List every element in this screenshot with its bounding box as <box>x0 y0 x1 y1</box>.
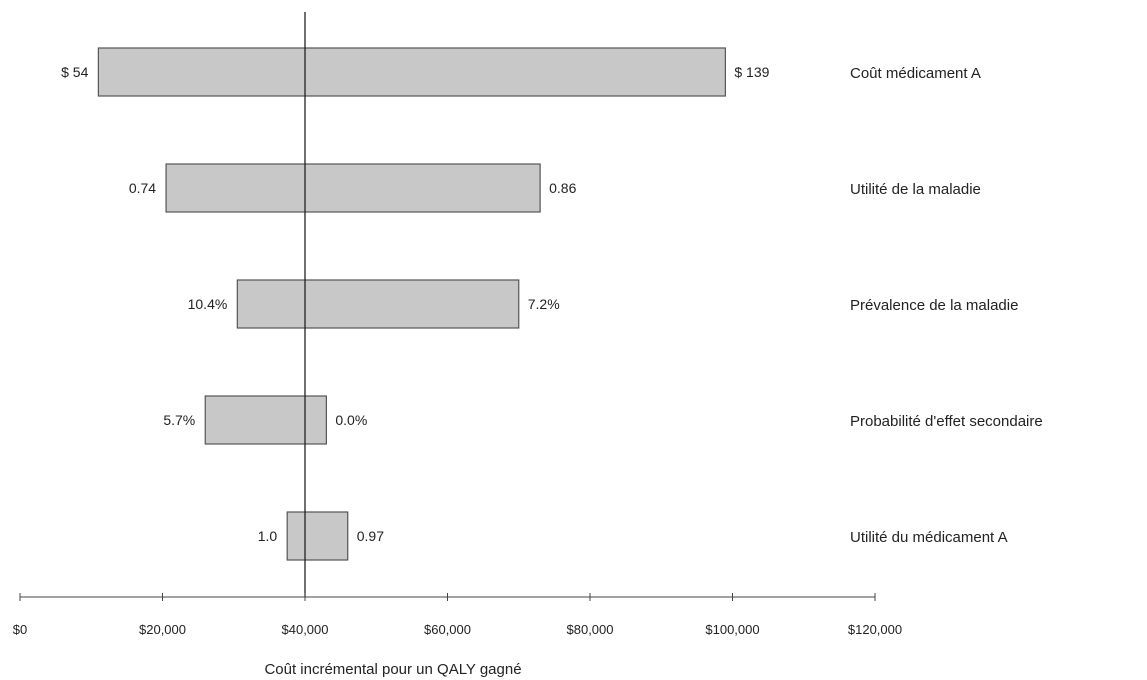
bar-low-label: 5.7% <box>163 412 195 428</box>
bar-high-label: 0.86 <box>549 180 576 196</box>
bar <box>204 395 327 445</box>
bar <box>286 511 349 561</box>
bar-high-label: $ 139 <box>734 64 769 80</box>
category-labels: Coût médicament A Utilité de la maladie Pr… <box>850 65 1043 546</box>
x-tick-label: $120,000 <box>848 622 902 637</box>
x-axis-ticks: $0 $20,000 $40,000 $60,000 $80,000 $100,000 $1… <box>13 593 902 637</box>
bar <box>97 47 726 97</box>
x-tick-label: $80,000 <box>567 622 614 637</box>
category-label: Utilité du médicament A <box>850 529 1008 546</box>
bar-high-label: 7.2% <box>528 296 560 312</box>
category-label: Prévalence de la maladie <box>850 297 1018 314</box>
x-tick-label: $0 <box>13 622 27 637</box>
bar-labels: $ 54 $ 139 0.74 0.86 10.4% 7.2% 5.7% 0.0% 1.0 0.9… <box>61 64 769 544</box>
bar-high-label: 0.97 <box>357 528 384 544</box>
x-tick-label: $100,000 <box>705 622 759 637</box>
category-label: Probabilité d'effet secondaire <box>850 413 1043 430</box>
x-tick-label: $60,000 <box>424 622 471 637</box>
category-label: Utilité de la maladie <box>850 181 981 198</box>
bar-high-label: 0.0% <box>335 412 367 428</box>
bar <box>236 279 520 329</box>
x-tick-label: $40,000 <box>282 622 329 637</box>
bar-low-label: $ 54 <box>61 64 88 80</box>
bar <box>165 163 541 213</box>
category-label: Coût médicament A <box>850 65 981 82</box>
bar-low-label: 1.0 <box>258 528 278 544</box>
bars-layer <box>97 47 726 561</box>
bar-low-label: 0.74 <box>129 180 156 196</box>
x-tick-label: $20,000 <box>139 622 186 637</box>
bar-low-label: 10.4% <box>188 296 228 312</box>
x-axis-title: Coût incrémental pour un QALY gagné <box>264 661 521 678</box>
